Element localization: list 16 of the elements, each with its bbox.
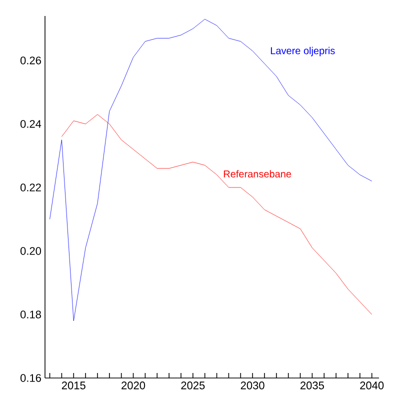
x-tick-label: 2020 (122, 382, 146, 390)
x-tick-label: 2030 (240, 382, 264, 390)
y-tick-label: 0.24 (20, 120, 42, 128)
x-tick-label: 2040 (360, 382, 384, 390)
x-tick-label: 2015 (62, 382, 86, 390)
series-label: Referansebane (224, 170, 292, 178)
x-tick-label: 2035 (300, 382, 324, 390)
y-tick-label: 0.22 (20, 184, 41, 192)
y-tick-label: 0.26 (20, 56, 41, 64)
y-tick-label: 0.18 (20, 310, 41, 318)
line-series (50, 18, 372, 322)
y-tick-label: 0.20 (20, 247, 42, 255)
y-tick-label: 0.16 (20, 374, 41, 382)
line-series (62, 114, 372, 315)
x-tick-label: 2025 (181, 382, 205, 390)
series-label: Lavere oljepris (270, 46, 335, 56)
